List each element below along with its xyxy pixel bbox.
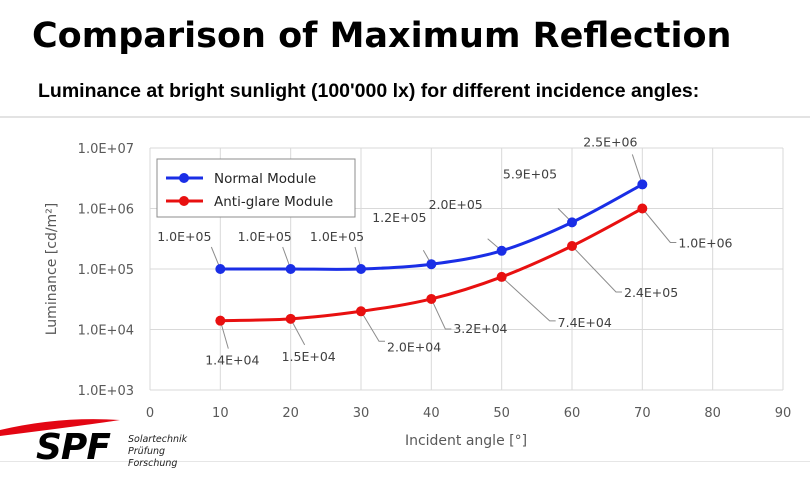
y-tick-label: 1.0E+03 [78, 384, 134, 399]
logo-line-2: Prüfung [128, 446, 166, 457]
page-subtitle: Luminance at bright sunlight (100'000 lx… [38, 80, 700, 102]
data-point [496, 245, 507, 256]
data-label: 1.5E+04 [282, 349, 336, 364]
y-axis-label: Luminance [cd/m²] [44, 203, 60, 336]
leader-line [360, 311, 385, 342]
data-label: 1.4E+04 [205, 353, 259, 368]
data-label: 1.0E+05 [157, 229, 211, 244]
x-tick-label: 20 [282, 406, 299, 421]
leader-line [501, 276, 556, 322]
data-label: 7.4E+04 [558, 315, 612, 330]
data-point [215, 315, 226, 326]
logo-line-1: Solartechnik [128, 434, 188, 445]
x-tick-label: 70 [634, 406, 651, 421]
legend-label-antiglare: Anti-glare Module [214, 194, 333, 210]
y-tick-label: 1.0E+07 [78, 142, 134, 157]
y-tick-labels: 1.0E+03 1.0E+04 1.0E+05 1.0E+06 1.0E+07 [78, 142, 134, 399]
x-tick-label: 90 [775, 406, 792, 421]
y-tick-label: 1.0E+04 [78, 324, 134, 339]
y-tick-label: 1.0E+06 [78, 203, 134, 218]
leader-line [631, 154, 643, 185]
page-title: Comparison of Maximum Reflection [32, 16, 732, 56]
data-point [637, 203, 648, 214]
data-label: 3.2E+04 [453, 321, 507, 336]
data-point [426, 293, 437, 304]
footer-divider [0, 461, 810, 462]
spf-logo: SPF [36, 427, 111, 468]
leader-line [430, 298, 452, 330]
legend-box [156, 158, 356, 218]
data-label: 2.0E+04 [387, 339, 441, 354]
data-point [215, 264, 226, 274]
legend-marker-normal [179, 173, 189, 183]
x-tick-label: 0 [146, 406, 154, 421]
data-label: 2.0E+05 [429, 197, 483, 212]
data-label: 1.0E+05 [238, 229, 292, 244]
data-label: 1.2E+05 [372, 210, 426, 225]
data-point [567, 240, 577, 251]
leader-line [571, 245, 622, 293]
data-point [285, 313, 296, 324]
data-point [567, 217, 577, 228]
data-point [426, 259, 437, 270]
legend-marker-antiglare [179, 196, 189, 206]
data-label: 2.4E+05 [624, 285, 678, 300]
x-tick-labels: 0 10 20 30 40 50 60 70 80 90 [146, 406, 791, 421]
x-tick-label: 50 [493, 406, 510, 421]
legend-label-normal: Normal Module [214, 171, 316, 187]
header-divider [0, 116, 810, 118]
x-tick-label: 60 [564, 406, 581, 421]
x-tick-label: 30 [353, 406, 370, 421]
data-label: 1.0E+06 [678, 236, 732, 251]
x-tick-label: 80 [704, 406, 721, 421]
x-axis-label: Incident angle [°] [405, 433, 527, 449]
data-point [496, 271, 507, 282]
data-point [285, 264, 296, 274]
data-point [637, 179, 648, 190]
y-tick-label: 1.0E+05 [78, 263, 134, 278]
data-label: 1.0E+05 [310, 229, 364, 244]
data-labels: 1.0E+05 1.0E+05 1.0E+05 1.2E+052.0E+05 5.9E+… [157, 134, 732, 367]
logo-arc [0, 419, 120, 436]
logo-line-3: Forschung [128, 458, 178, 469]
leader-line [641, 208, 677, 243]
x-tick-label: 10 [212, 406, 229, 421]
data-label: 2.5E+06 [583, 134, 637, 149]
data-point [356, 306, 366, 317]
data-points [215, 179, 648, 326]
x-tick-label: 40 [423, 406, 440, 421]
data-label: 5.9E+05 [503, 166, 557, 181]
data-point [356, 264, 366, 274]
chart-legend: Normal Module Anti-glare Module [156, 158, 356, 218]
